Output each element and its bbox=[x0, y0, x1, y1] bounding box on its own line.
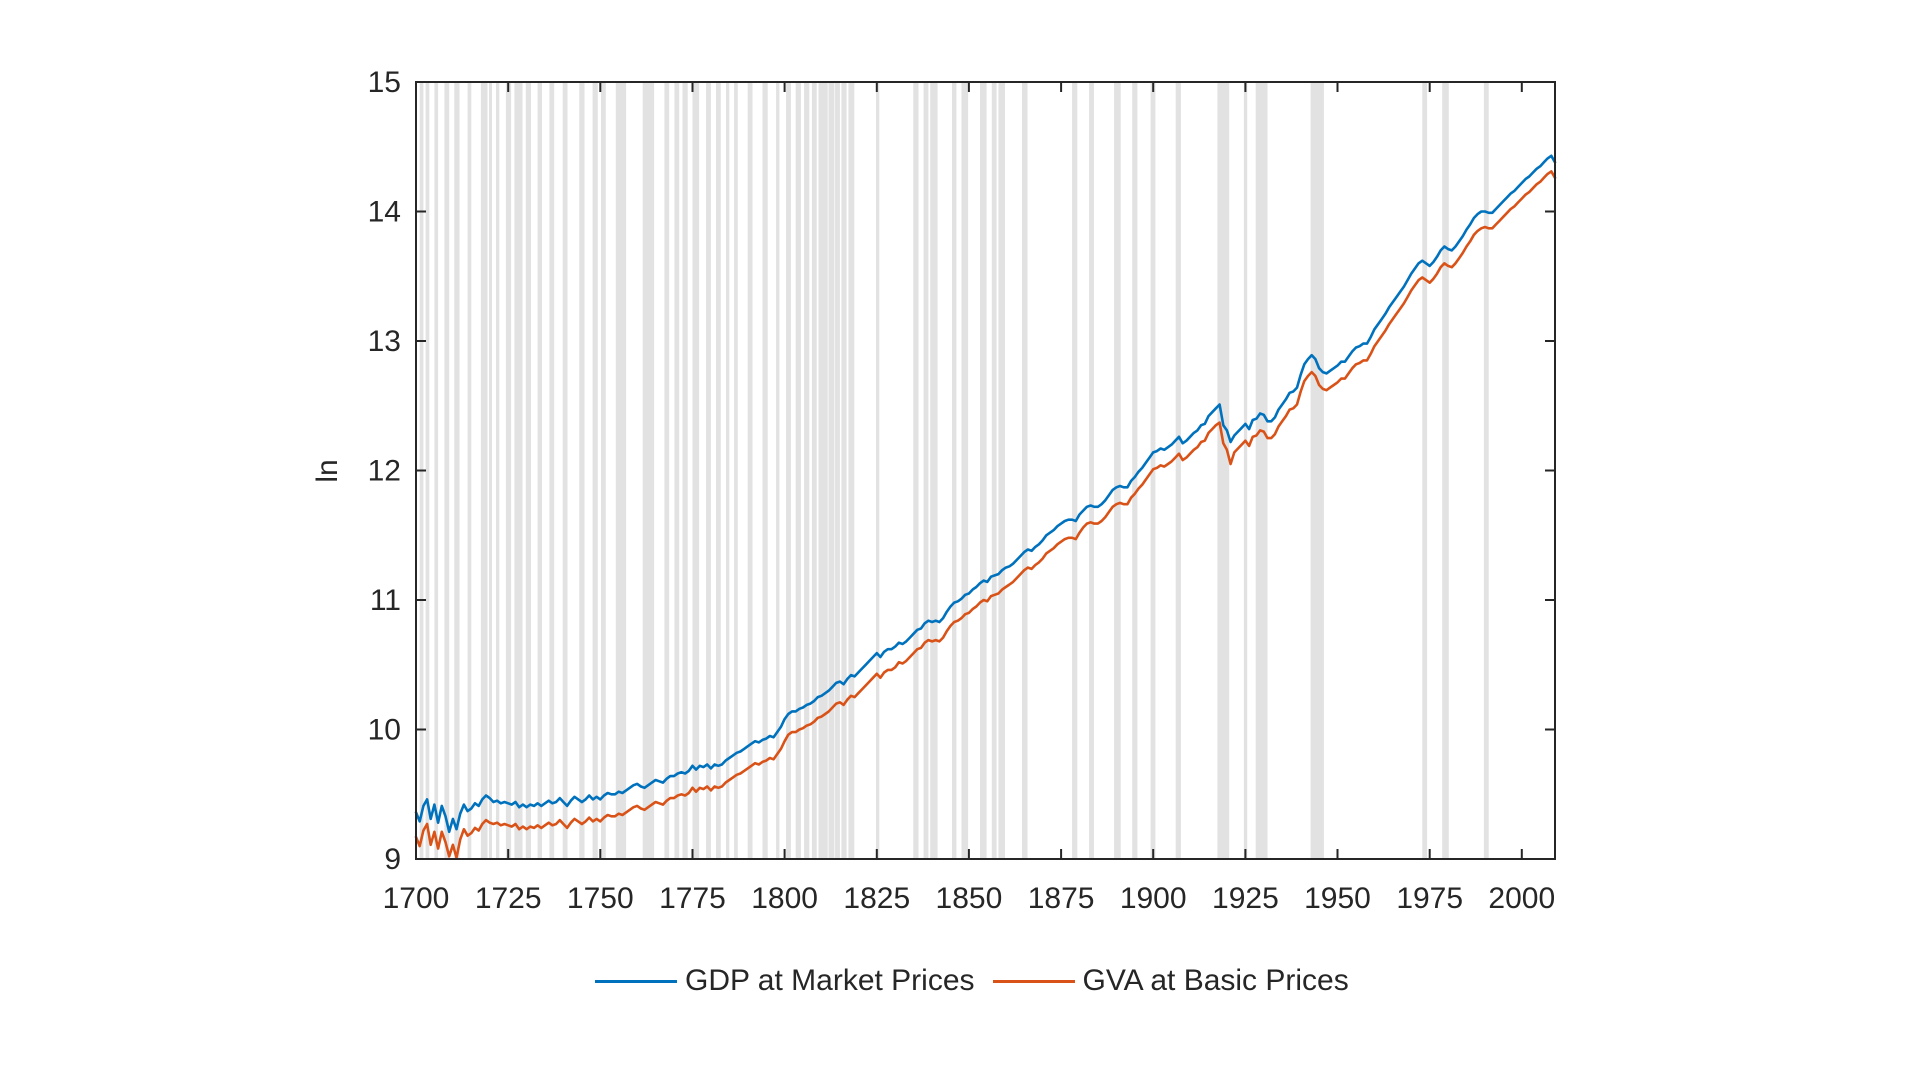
recession-band bbox=[525, 83, 531, 858]
recession-band bbox=[505, 83, 512, 858]
series-line-gva bbox=[414, 170, 1557, 860]
recession-band bbox=[930, 83, 938, 858]
recession-band bbox=[848, 83, 855, 858]
recession-band bbox=[998, 83, 1005, 858]
recession-band bbox=[1442, 83, 1449, 858]
legend-label-gdp: GDP at Market Prices bbox=[685, 964, 975, 997]
recession-band bbox=[1022, 83, 1028, 858]
recession-band bbox=[923, 83, 929, 858]
recession-band bbox=[786, 83, 791, 858]
recession-band bbox=[579, 83, 585, 858]
x-tick-label: 1775 bbox=[659, 882, 726, 915]
y-tick-label: 12 bbox=[368, 455, 401, 488]
x-tick-label: 1825 bbox=[843, 882, 910, 915]
recession-band bbox=[1310, 83, 1324, 858]
y-tick-label: 15 bbox=[368, 66, 401, 99]
recession-band bbox=[818, 83, 828, 858]
y-tick-label: 13 bbox=[368, 325, 401, 358]
recession-band bbox=[1217, 83, 1230, 858]
recession-band bbox=[952, 83, 957, 858]
recession-band bbox=[1175, 83, 1181, 858]
recession-band bbox=[776, 83, 780, 858]
recession-band bbox=[1072, 83, 1078, 858]
x-tick-label: 1950 bbox=[1304, 882, 1371, 915]
recession-band bbox=[444, 83, 450, 858]
recession-band bbox=[747, 83, 753, 858]
legend-label-gva: GVA at Basic Prices bbox=[1082, 964, 1349, 997]
recession-band bbox=[716, 83, 721, 858]
recession-band bbox=[726, 83, 730, 858]
recession-band bbox=[480, 83, 488, 858]
recession-band bbox=[804, 83, 810, 858]
recession-band bbox=[811, 83, 817, 858]
x-tick-label: 1750 bbox=[567, 882, 634, 915]
recession-band bbox=[706, 83, 711, 858]
recession-band bbox=[615, 83, 627, 858]
recession-band bbox=[642, 83, 655, 858]
recession-band bbox=[489, 83, 492, 858]
x-tick-label: 2000 bbox=[1488, 882, 1555, 915]
recession-band bbox=[1483, 83, 1489, 858]
recession-band bbox=[496, 83, 500, 858]
x-tick-label: 1700 bbox=[383, 882, 450, 915]
recession-band bbox=[1132, 83, 1138, 858]
recession-band bbox=[664, 83, 670, 858]
recession-band bbox=[961, 83, 969, 858]
recession-band bbox=[991, 83, 997, 858]
recession-band bbox=[467, 83, 472, 858]
recession-band bbox=[762, 83, 768, 858]
x-tick-label: 1725 bbox=[475, 882, 542, 915]
x-tick-label: 1875 bbox=[1028, 882, 1095, 915]
recession-band bbox=[1089, 83, 1094, 858]
recession-band bbox=[682, 83, 688, 858]
x-tick-label: 1800 bbox=[751, 882, 818, 915]
recession-band bbox=[841, 83, 847, 858]
recession-band bbox=[549, 83, 555, 858]
y-tick-label: 10 bbox=[368, 714, 401, 747]
recession-band bbox=[980, 83, 987, 858]
recession-band bbox=[828, 83, 835, 858]
recession-band bbox=[734, 83, 738, 858]
recession-band bbox=[514, 83, 523, 858]
recession-band bbox=[1243, 83, 1248, 858]
x-tick-label: 1975 bbox=[1396, 882, 1463, 915]
recession-band bbox=[1255, 83, 1268, 858]
recession-bands bbox=[419, 83, 1489, 858]
recession-band bbox=[1114, 83, 1121, 858]
recession-band bbox=[876, 83, 880, 858]
series-line-gdp bbox=[414, 154, 1557, 834]
recession-band bbox=[795, 83, 801, 858]
x-tick-label: 1850 bbox=[936, 882, 1003, 915]
x-tick-label: 1925 bbox=[1212, 882, 1279, 915]
tick-labels: 1700 1725 1750 1775 1800 1825 1850 1875 1900 1925… bbox=[368, 66, 1556, 915]
axes bbox=[415, 81, 1556, 860]
recession-band bbox=[537, 83, 542, 858]
gva-line-swatch bbox=[992, 979, 1075, 983]
recession-band bbox=[674, 83, 680, 858]
y-tick-label: 11 bbox=[370, 584, 401, 617]
recession-band bbox=[425, 83, 430, 858]
legend-item-gva: GVA at Basic Prices bbox=[992, 964, 1349, 998]
y-tick-label: 14 bbox=[368, 196, 401, 229]
legend-item-gdp: GDP at Market Prices bbox=[595, 964, 975, 998]
legend: GDP at Market Prices GVA at Basic Prices bbox=[595, 960, 1349, 1002]
series-lines bbox=[414, 154, 1557, 860]
y-tick-label: 9 bbox=[384, 843, 401, 876]
recession-band bbox=[454, 83, 460, 858]
recession-band bbox=[835, 83, 840, 858]
recession-band bbox=[601, 83, 606, 858]
recession-band bbox=[434, 83, 439, 858]
x-tick-label: 1900 bbox=[1120, 882, 1187, 915]
recession-band bbox=[913, 83, 919, 858]
recession-band bbox=[1422, 83, 1428, 858]
recession-band bbox=[592, 83, 598, 858]
gdp-line-swatch bbox=[595, 979, 677, 983]
y-axis-label: ln bbox=[311, 459, 344, 483]
recession-band bbox=[562, 83, 568, 858]
recession-band bbox=[692, 83, 700, 858]
